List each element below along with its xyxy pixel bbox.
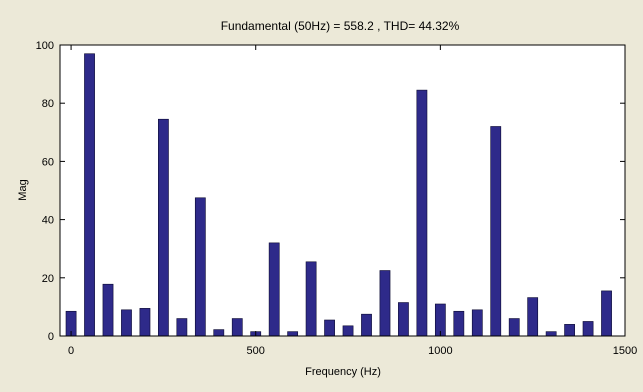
axes-frame [59,44,626,337]
bar-1450hz [601,290,612,337]
bar-350hz [194,197,206,337]
y-axis-ticks: 0 20 40 60 80 100 [36,40,625,343]
bar-200hz [139,308,151,337]
chart-title: Fundamental (50Hz) = 558.2 , THD= 44.32% [221,19,460,33]
bar-300hz [176,318,188,337]
x-tick-label: 1500 [613,345,637,357]
x-axis-ticks: 0 500 1000 1500 [68,45,637,357]
bar-600hz [287,331,299,337]
bar-550hz [268,242,280,337]
bar-50hz [84,53,95,337]
bar-800hz [361,313,372,337]
bar-850hz [379,270,391,337]
bar-250hz [158,118,169,337]
bar-1300hz [545,331,557,337]
plot-area [60,45,625,336]
bar-700hz [324,319,335,337]
bar-900hz [398,302,409,337]
bar-400hz [213,329,225,337]
bar-100hz [102,283,114,337]
y-axis-label: Mag [17,179,29,200]
y-tick-label: 100 [36,40,54,52]
bar-450hz [231,318,243,337]
bar-150hz [121,309,132,337]
x-tick-label: 0 [68,345,74,357]
bar-1350hz [564,324,575,337]
y-tick-label: 60 [42,156,54,168]
bar-1250hz [527,297,539,337]
bar-650hz [305,261,317,337]
y-tick-label: 0 [48,331,54,343]
bar-750hz [342,325,354,337]
x-axis-label: Frequency (Hz) [305,366,381,378]
bar-1400hz [582,321,594,337]
y-tick-label: 20 [42,273,54,285]
x-tick-label: 1000 [428,345,452,357]
bar-1150hz [490,126,502,337]
bar-1200hz [508,318,520,337]
y-tick-label: 80 [42,98,54,110]
bar-1100hz [471,309,483,337]
y-tick-label: 40 [42,215,54,227]
bar-950hz [416,89,428,337]
bar-1050hz [453,310,465,337]
x-tick-label: 500 [247,345,265,357]
